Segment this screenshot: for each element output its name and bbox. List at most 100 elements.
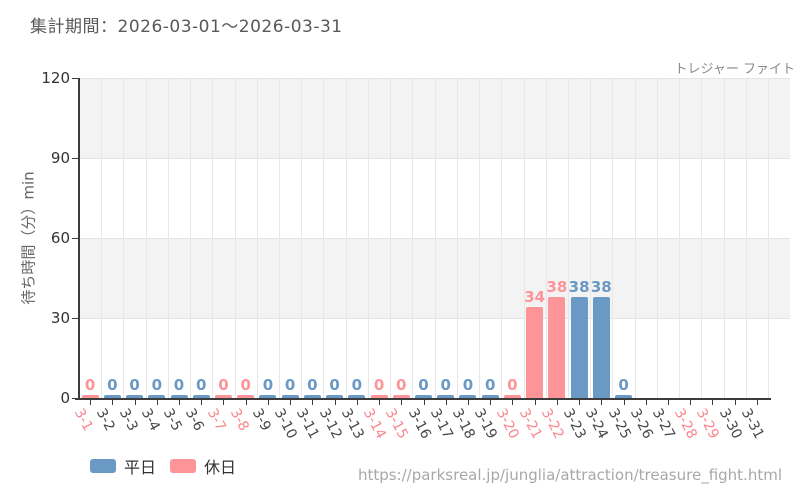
- wait-time-bar[interactable]: [503, 395, 521, 398]
- wait-time-bar[interactable]: [592, 296, 610, 398]
- y-axis-tick: [72, 318, 78, 319]
- wait-time-bar[interactable]: [459, 395, 477, 398]
- bar-value-label: 0: [351, 376, 363, 394]
- x-axis-label: 3-31: [737, 406, 767, 442]
- bar-value-label: 0: [484, 376, 496, 394]
- vertical-gridline: [434, 78, 436, 398]
- x-axis-tick: [290, 400, 292, 405]
- horizontal-gridline: [79, 238, 790, 239]
- bar-value-label: 0: [418, 376, 429, 394]
- wait-time-bar[interactable]: [170, 395, 188, 398]
- legend-label-holiday: 休日: [204, 458, 237, 477]
- wait-time-bar[interactable]: [392, 395, 410, 398]
- bar-value-label: 38: [568, 277, 590, 296]
- attraction-name-label: トレジャー ファイト: [674, 62, 795, 77]
- legend-label-weekday: 平日: [124, 458, 157, 477]
- wait-time-bar[interactable]: [192, 395, 210, 398]
- x-axis-label: 3-2: [93, 406, 119, 434]
- wait-time-bar[interactable]: [437, 395, 455, 398]
- bar-value-label: 34: [524, 288, 546, 307]
- wait-time-bar[interactable]: [259, 395, 277, 398]
- vertical-gridline: [145, 78, 147, 398]
- y-axis-tick-label: 0: [60, 389, 70, 407]
- bar-value-label: 38: [546, 277, 568, 296]
- wait-time-bar[interactable]: [103, 395, 121, 398]
- x-axis-tick: [645, 400, 647, 405]
- chart-title: 集計期間：2026-03-01～2026-03-31: [30, 17, 343, 37]
- x-axis-tick: [556, 400, 558, 405]
- y-axis-tick: [72, 78, 78, 79]
- x-axis-tick: [112, 400, 114, 405]
- vertical-gridline: [479, 78, 481, 398]
- wait-time-bar[interactable]: [348, 395, 366, 398]
- vertical-gridline: [101, 78, 103, 398]
- x-axis-line: [75, 398, 771, 400]
- x-axis-label: 3-7: [204, 406, 230, 434]
- wait-time-bar[interactable]: [281, 395, 299, 398]
- vertical-gridline: [190, 78, 192, 398]
- wait-time-bar[interactable]: [570, 296, 588, 398]
- vertical-gridline: [212, 78, 214, 398]
- x-axis-label: 3-5: [159, 406, 185, 434]
- wait-time-bar[interactable]: [370, 395, 388, 398]
- x-axis-tick: [201, 400, 203, 405]
- x-axis-tick: [334, 400, 336, 405]
- bar-value-label: 0: [373, 376, 385, 394]
- x-axis-tick: [756, 400, 758, 405]
- x-axis-tick: [134, 400, 136, 405]
- bar-value-label: 0: [107, 376, 118, 394]
- x-axis-label: 3-3: [115, 406, 141, 434]
- wait-time-bar[interactable]: [214, 395, 232, 398]
- x-axis-label: 3-6: [182, 406, 207, 434]
- wait-time-bar[interactable]: [526, 307, 544, 398]
- vertical-gridline: [345, 78, 347, 398]
- x-axis-tick: [423, 400, 425, 405]
- y-axis-tick-label: 90: [50, 149, 70, 167]
- bar-value-label: 0: [151, 376, 162, 394]
- bar-value-label: 0: [240, 376, 251, 394]
- x-axis-label: 3-4: [137, 406, 163, 434]
- bar-value-label: 0: [329, 376, 340, 394]
- x-axis-tick: [90, 400, 92, 405]
- vertical-gridline: [768, 78, 769, 398]
- x-axis-label: 3-8: [226, 406, 252, 434]
- wait-time-bar[interactable]: [415, 395, 432, 398]
- x-axis-tick: [623, 400, 625, 405]
- wait-time-bar[interactable]: [326, 395, 344, 398]
- y-axis-tick-label: 30: [50, 309, 70, 327]
- wait-time-bar[interactable]: [548, 296, 566, 398]
- vertical-gridline: [390, 78, 392, 398]
- horizontal-gridline: [79, 158, 790, 159]
- wait-time-bar[interactable]: [615, 395, 633, 398]
- vertical-gridline: [456, 78, 458, 398]
- vertical-gridline: [123, 78, 125, 398]
- x-axis-tick: [512, 400, 514, 405]
- bar-value-label: 38: [590, 277, 612, 296]
- legend-item-holiday[interactable]: 休日: [170, 454, 236, 478]
- x-axis-tick: [734, 400, 736, 405]
- wait-time-bar[interactable]: [237, 395, 255, 398]
- vertical-gridline: [367, 78, 369, 398]
- vertical-gridline: [301, 78, 303, 398]
- legend-item-weekday[interactable]: 平日: [90, 454, 156, 478]
- bar-value-label: 0: [618, 376, 629, 394]
- bar-value-label: 0: [396, 376, 407, 394]
- vertical-gridline: [323, 78, 325, 398]
- wait-time-bar[interactable]: [303, 395, 321, 398]
- y-axis-tick: [72, 398, 78, 399]
- x-axis-label: 3-1: [70, 406, 96, 434]
- vertical-gridline: [523, 78, 525, 398]
- vertical-gridline: [634, 78, 636, 398]
- x-axis-tick: [267, 400, 269, 405]
- wait-time-bar[interactable]: [481, 395, 499, 398]
- x-axis-tick: [690, 400, 692, 405]
- x-axis-tick: [379, 400, 381, 405]
- wait-time-bar[interactable]: [126, 395, 144, 398]
- wait-time-bar[interactable]: [148, 395, 166, 398]
- vertical-gridline: [701, 78, 703, 398]
- y-axis-tick: [72, 238, 78, 239]
- x-axis-tick: [179, 400, 181, 405]
- vertical-gridline: [723, 78, 725, 398]
- wait-time-bar[interactable]: [81, 395, 99, 398]
